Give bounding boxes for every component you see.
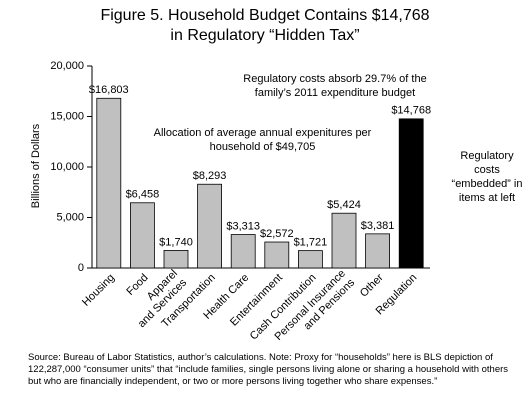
bar bbox=[163, 250, 189, 269]
value-label: $8,293 bbox=[193, 170, 227, 182]
x-tick-label: Housing bbox=[80, 272, 117, 309]
y-axis-label: Billions of Dollars bbox=[30, 123, 42, 208]
value-label: $1,740 bbox=[159, 236, 193, 248]
bar bbox=[365, 233, 391, 269]
value-label: $2,572 bbox=[260, 228, 294, 240]
bar bbox=[331, 212, 357, 269]
y-tick-label: 15,000 bbox=[50, 110, 84, 122]
annotation: Allocation of average annual expenitures… bbox=[153, 127, 372, 153]
chart-title: Figure 5. Household Budget Contains $14,… bbox=[100, 7, 430, 44]
annotation: Regulatory costs “embedded” in items at … bbox=[451, 150, 523, 204]
y-tick-label: 10,000 bbox=[50, 161, 84, 173]
value-label: $3,313 bbox=[226, 220, 260, 232]
bar bbox=[96, 97, 122, 269]
x-tick-label: Other bbox=[358, 271, 386, 299]
source-note: Source: Bureau of Labor Statistics, auth… bbox=[28, 352, 509, 387]
y-tick-label: 0 bbox=[78, 262, 84, 274]
bar bbox=[230, 234, 256, 269]
value-label: $14,768 bbox=[391, 105, 431, 117]
value-label: $3,381 bbox=[361, 220, 395, 232]
bar bbox=[398, 118, 424, 269]
annotation: Regulatory costs absorb 29.7% of the fam… bbox=[243, 73, 427, 99]
y-tick-label: 5,000 bbox=[56, 211, 84, 223]
value-label: $6,458 bbox=[126, 189, 160, 201]
value-label: $16,803 bbox=[89, 84, 129, 96]
value-label: $1,721 bbox=[294, 237, 328, 249]
bar bbox=[197, 183, 223, 269]
bar bbox=[129, 202, 155, 269]
bar bbox=[264, 241, 290, 269]
y-tick-label: 20,000 bbox=[50, 60, 84, 72]
bar bbox=[297, 250, 323, 269]
value-label: $5,424 bbox=[327, 199, 361, 211]
